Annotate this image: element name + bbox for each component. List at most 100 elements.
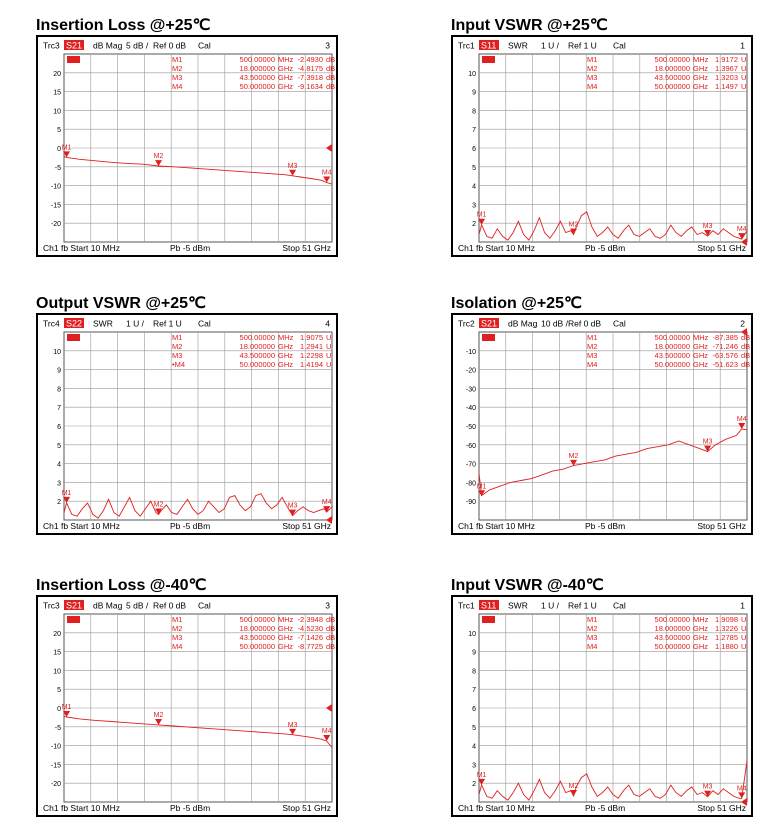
y-tick-label: -15 xyxy=(51,202,61,209)
readout-unit: GHz xyxy=(278,624,293,633)
y-tick-label: 8 xyxy=(472,668,476,675)
y-tick-label: 0 xyxy=(57,706,61,713)
readout-unit: GHz xyxy=(278,360,293,369)
marker-triangle[interactable] xyxy=(155,718,163,725)
marker-triangle[interactable] xyxy=(478,778,486,785)
readout-value: -4.8175 xyxy=(298,64,323,73)
readout-vunit: U xyxy=(326,333,331,342)
header-param: S21 xyxy=(481,319,497,329)
marker-triangle[interactable] xyxy=(63,496,71,503)
y-tick-label: -10 xyxy=(466,349,476,356)
marker-triangle[interactable] xyxy=(155,508,163,515)
header-cal: Cal xyxy=(613,601,626,611)
y-tick-label: 9 xyxy=(57,368,61,375)
marker-triangle[interactable] xyxy=(738,792,746,799)
header-format: dB Mag xyxy=(508,319,538,329)
y-tick-label: -60 xyxy=(466,443,476,450)
y-tick-label: 10 xyxy=(468,71,476,78)
marker-triangle[interactable] xyxy=(738,423,746,430)
marker-label: M3 xyxy=(703,784,713,791)
param-badge xyxy=(64,318,84,328)
marker-label: M2 xyxy=(154,712,164,719)
footer-power: Pb -5 dBm xyxy=(170,243,210,253)
marker-triangle[interactable] xyxy=(478,490,486,497)
readout-name: M4 xyxy=(172,642,182,651)
readout-freq: 50.000000 xyxy=(240,360,275,369)
header-format: dB Mag xyxy=(93,601,123,611)
readout-freq: 500.00000 xyxy=(240,615,275,624)
chart-panel-4: Isolation @+25℃ S21 Trc2 dB Mag 10 dB / Ref 0… xyxy=(451,293,753,535)
readout-name: M3 xyxy=(172,351,182,360)
readout-value: -7.3918 xyxy=(298,73,323,82)
y-tick-label: 10 xyxy=(53,668,61,675)
readout-vunit: dB xyxy=(741,360,750,369)
marker-triangle[interactable] xyxy=(63,151,71,158)
y-tick-label: 6 xyxy=(57,424,61,431)
y-tick-label: 5 xyxy=(472,725,476,732)
trace-line xyxy=(478,211,748,241)
readout-freq: 18.000000 xyxy=(655,624,690,633)
marker-triangle[interactable] xyxy=(155,160,163,167)
footer-power: Pb -5 dBm xyxy=(170,803,210,813)
marker-triangle[interactable] xyxy=(704,229,712,236)
header-number: 3 xyxy=(325,41,330,51)
active-trace-indicator xyxy=(67,56,80,63)
marker-triangle[interactable] xyxy=(289,509,297,516)
readout-value: -9.1634 xyxy=(298,82,323,91)
readout-freq: 43.500000 xyxy=(240,73,275,82)
y-tick-label: 5 xyxy=(57,443,61,450)
header-trace: Trc2 xyxy=(458,319,475,329)
marker-triangle[interactable] xyxy=(570,228,578,235)
trace-line xyxy=(63,156,333,185)
marker-triangle[interactable] xyxy=(478,218,486,225)
marker-label: M4 xyxy=(322,499,332,506)
readout-vunit: U xyxy=(741,64,746,73)
y-tick-label: 3 xyxy=(472,202,476,209)
marker-triangle[interactable] xyxy=(323,176,331,183)
marker-triangle[interactable] xyxy=(323,734,331,741)
footer-power: Pb -5 dBm xyxy=(585,803,625,813)
readout-unit: GHz xyxy=(693,633,708,642)
readout-name: M1 xyxy=(172,333,182,342)
param-badge xyxy=(479,40,499,50)
marker-triangle[interactable] xyxy=(704,790,712,797)
footer-stop: Stop 51 GHz xyxy=(697,243,746,253)
readout-unit: GHz xyxy=(278,82,293,91)
readout-value: 1.2298 xyxy=(300,351,323,360)
readout-freq: 43.500000 xyxy=(240,633,275,642)
marker-triangle[interactable] xyxy=(289,728,297,735)
marker-triangle[interactable] xyxy=(738,233,746,240)
readout-freq: 50.000000 xyxy=(655,360,690,369)
header-cal: Cal xyxy=(198,319,211,329)
readout-value: 1.9172 xyxy=(715,55,738,64)
marker-label: M1 xyxy=(62,490,72,497)
y-tick-label: -50 xyxy=(466,424,476,431)
y-tick-label: -90 xyxy=(466,499,476,506)
marker-triangle[interactable] xyxy=(289,169,297,176)
marker-triangle[interactable] xyxy=(570,459,578,466)
marker-triangle[interactable] xyxy=(323,506,331,513)
footer-power: Pb -5 dBm xyxy=(585,243,625,253)
readout-value: 1.1497 xyxy=(715,82,738,91)
readout-unit: GHz xyxy=(693,342,708,351)
readout-unit: GHz xyxy=(693,351,708,360)
marker-label: M4 xyxy=(737,785,747,792)
marker-triangle[interactable] xyxy=(63,710,71,717)
analyzer-screen: S11 Trc1 SWR 1 U / Ref 1 U Cal 1 10 9 8 7 6 5 4 3 2 M1 M2… xyxy=(451,595,753,817)
chart-title: Input VSWR @+25℃ xyxy=(451,17,608,34)
header-trace: Trc3 xyxy=(43,41,60,51)
readout-freq: 500.00000 xyxy=(240,55,275,64)
marker-triangle[interactable] xyxy=(704,445,712,452)
header-param: S22 xyxy=(66,319,82,329)
marker-triangle[interactable] xyxy=(570,789,578,796)
readout-value: -2.4930 xyxy=(298,55,323,64)
header-number: 4 xyxy=(325,319,330,329)
y-tick-label: 4 xyxy=(472,744,476,751)
readout-value: -4.5230 xyxy=(298,624,323,633)
footer-stop: Stop 51 GHz xyxy=(697,521,746,531)
ref-level-arrow xyxy=(741,798,747,806)
readout-vunit: U xyxy=(741,624,746,633)
y-tick-label: -5 xyxy=(55,725,61,732)
